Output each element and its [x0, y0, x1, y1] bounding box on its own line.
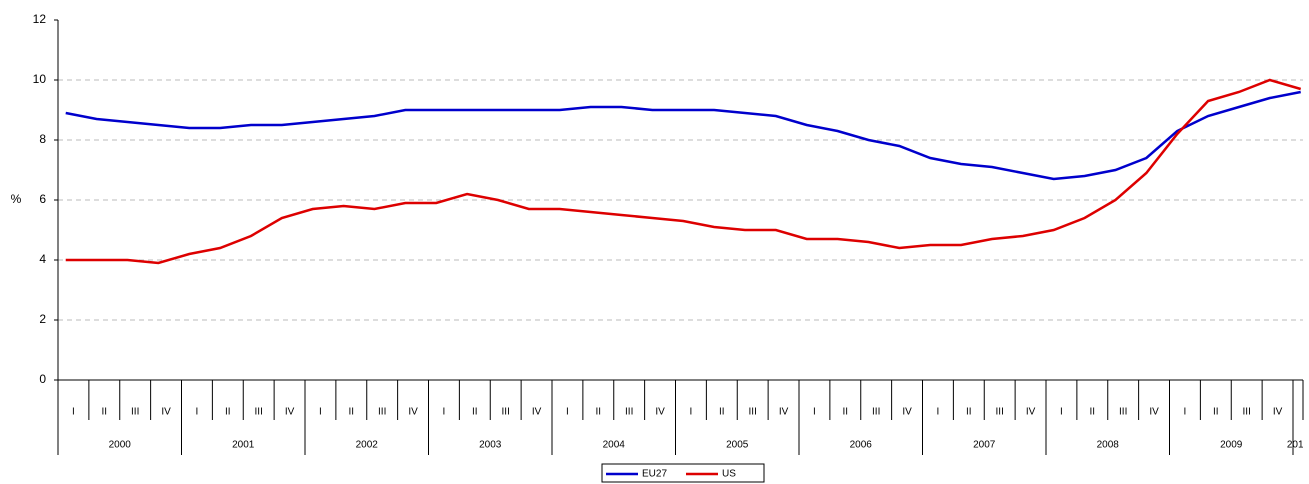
- x-tick-label: I: [1184, 407, 1187, 418]
- x-tick-label: I: [443, 407, 446, 418]
- y-tick-label: 12: [33, 12, 47, 26]
- x-tick-label: I: [1060, 407, 1063, 418]
- x-tick-label: I: [937, 407, 940, 418]
- x-tick-label: IV: [1026, 407, 1036, 418]
- x-tick-label: II: [843, 407, 849, 418]
- x-tick-label: III: [1119, 407, 1127, 418]
- x-tick-label: IV: [1149, 407, 1159, 418]
- year-label: 2002: [356, 440, 379, 451]
- x-tick-label: IV: [285, 407, 295, 418]
- legend: EU27 US: [601, 463, 765, 483]
- x-tick-label: I: [690, 407, 693, 418]
- x-tick-label: IV: [161, 407, 171, 418]
- year-label: 2004: [603, 440, 626, 451]
- x-tick-label: II: [472, 407, 478, 418]
- year-label: 2008: [1097, 440, 1120, 451]
- y-axis-label: %: [11, 192, 22, 206]
- year-label: 2003: [479, 440, 502, 451]
- x-tick-label: III: [749, 407, 757, 418]
- year-label: 2010: [1287, 440, 1309, 451]
- legend-label: US: [722, 469, 736, 480]
- x-tick-label: II: [1213, 407, 1219, 418]
- y-tick-label: 8: [39, 132, 46, 146]
- x-tick-label: IV: [408, 407, 418, 418]
- legend-box: [601, 463, 765, 483]
- year-label: 2007: [973, 440, 996, 451]
- x-tick-label: III: [131, 407, 139, 418]
- y-tick-label: 2: [39, 312, 46, 326]
- x-tick-label: IV: [902, 407, 912, 418]
- x-tick-label: II: [1090, 407, 1096, 418]
- x-tick-label: I: [566, 407, 569, 418]
- year-label: 2000: [109, 440, 132, 451]
- x-tick-label: II: [225, 407, 231, 418]
- x-tick-label: III: [378, 407, 386, 418]
- x-tick-label: IV: [655, 407, 665, 418]
- x-tick-label: II: [966, 407, 972, 418]
- legend-label: EU27: [642, 469, 667, 480]
- x-tick-label: IV: [1273, 407, 1283, 418]
- x-tick-label: II: [349, 407, 355, 418]
- x-tick-label: II: [102, 407, 108, 418]
- x-tick-label: I: [72, 407, 75, 418]
- axes: I II III IV I II III IV I II III IV I II III IV I II III IV…: [57, 380, 1309, 455]
- x-tick-label: I: [196, 407, 199, 418]
- x-tick-label: III: [1243, 407, 1251, 418]
- x-tick-label: III: [872, 407, 880, 418]
- x-tick-label: I: [813, 407, 816, 418]
- year-label: 2001: [232, 440, 255, 451]
- x-tick-label: II: [596, 407, 602, 418]
- x-tick-label: II: [719, 407, 725, 418]
- line: [65, 78, 1302, 265]
- x-tick-label: IV: [779, 407, 789, 418]
- year-label: 2005: [726, 440, 749, 451]
- year-label: 2009: [1220, 440, 1243, 451]
- year-label: 2006: [850, 440, 873, 451]
- y-tick-label: 10: [33, 72, 47, 86]
- x-tick-label: III: [996, 407, 1004, 418]
- x-tick-label: I: [319, 407, 322, 418]
- x-tick-label: III: [255, 407, 263, 418]
- x-tick-label: III: [502, 407, 510, 418]
- y-tick-label: 0: [39, 372, 46, 386]
- x-tick-label: III: [625, 407, 633, 418]
- line: [65, 90, 1301, 181]
- y-tick-label: 4: [39, 252, 46, 266]
- x-tick-label: IV: [532, 407, 542, 418]
- y-tick-label: 6: [39, 192, 46, 206]
